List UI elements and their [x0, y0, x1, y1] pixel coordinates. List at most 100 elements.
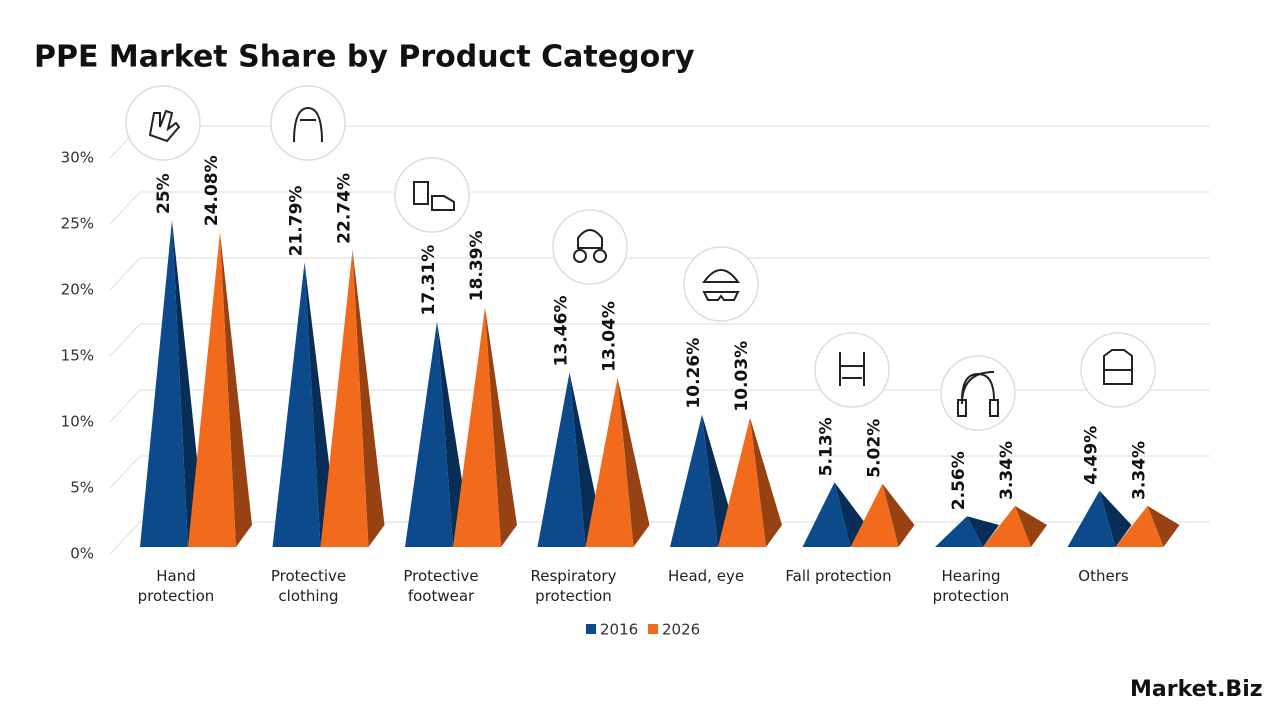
pyramid-bar	[983, 505, 1047, 547]
legend-label: 2026	[662, 621, 700, 639]
bar-side	[220, 232, 252, 548]
bar-front	[188, 232, 236, 548]
grid-line	[109, 455, 1210, 489]
grid-line	[109, 389, 1210, 423]
value-label: 3.34%	[997, 441, 1017, 500]
pyramid-bar	[537, 372, 602, 547]
chart-title: PPE Market Share by Product Category	[34, 40, 695, 75]
bar-side	[1015, 505, 1047, 547]
bar-front	[983, 505, 1031, 547]
value-label: 4.49%	[1082, 426, 1102, 485]
pyramid-bar	[585, 377, 650, 547]
bar-side	[1147, 505, 1180, 547]
bar-front	[670, 414, 718, 547]
pyramid-bar	[188, 232, 252, 548]
bar-side	[172, 220, 204, 547]
y-tick-label: 25%	[61, 215, 94, 233]
value-label: 18.39%	[467, 230, 487, 301]
icon-circle	[683, 246, 759, 322]
pyramid-bar	[1067, 490, 1132, 547]
value-label: 5.13%	[817, 417, 837, 476]
value-label: 5.02%	[865, 419, 885, 478]
x-tick-label: Protective clothing	[270, 567, 347, 605]
grid-line	[109, 191, 1210, 225]
bar-front	[272, 262, 321, 547]
value-label: 24.08%	[202, 155, 222, 226]
bar-side	[834, 482, 867, 547]
y-tick-label: 10%	[61, 413, 94, 431]
pyramid-bar	[140, 220, 204, 547]
bar-side	[702, 414, 734, 547]
x-tick-label: Protective footwear	[403, 567, 479, 605]
grid-line	[109, 323, 1210, 357]
value-label: 21.79%	[287, 186, 307, 257]
bar-front	[1067, 490, 1116, 547]
bar-front	[585, 377, 634, 547]
value-label: 17.31%	[419, 245, 439, 316]
x-tick-label: Others	[1078, 567, 1129, 585]
value-label: 13.46%	[552, 296, 572, 367]
bar-front	[405, 321, 453, 547]
earmuff-icon	[957, 371, 999, 417]
pyramid-bar	[850, 483, 915, 547]
glove-icon	[148, 109, 181, 143]
pyramid-bar	[320, 249, 385, 547]
y-tick-label: 30%	[61, 149, 94, 167]
icon-circle	[125, 85, 201, 161]
bar-side	[352, 249, 385, 547]
bar-front	[453, 307, 501, 547]
x-tick-label: Fall protection	[785, 567, 892, 585]
bar-side	[882, 483, 915, 547]
bar-side	[617, 377, 650, 547]
legend-label: 2016	[600, 621, 638, 639]
y-tick-label: 20%	[61, 281, 94, 299]
bar-front	[935, 516, 983, 547]
x-tick-label: Hand protection	[137, 567, 215, 605]
pyramid-bar	[718, 417, 782, 547]
pyramid-bar	[670, 414, 734, 547]
bar-front	[850, 483, 899, 547]
pyramid-bar	[453, 307, 517, 547]
respirator-icon	[573, 229, 608, 263]
bar-side	[750, 417, 782, 547]
legend-swatch	[648, 624, 658, 634]
value-label: 22.74%	[335, 173, 355, 244]
legend: 2016 2026	[586, 621, 700, 639]
x-tick-label: Respiratory protection	[530, 567, 617, 605]
icon-circle	[270, 85, 346, 161]
bar-front	[537, 372, 586, 547]
bar-side	[1099, 490, 1132, 547]
y-tick-label: 0%	[70, 545, 94, 563]
y-tick-label: 15%	[61, 347, 94, 365]
bar-front	[1115, 505, 1164, 547]
harness-icon	[839, 352, 865, 386]
grid	[109, 125, 1210, 555]
bar-front	[140, 220, 188, 547]
icon-circle	[814, 332, 890, 408]
bar-side	[569, 372, 602, 547]
bar-front	[718, 417, 766, 547]
vest-icon	[1103, 349, 1133, 385]
value-label: 13.04%	[600, 301, 620, 372]
suit-icon	[293, 106, 323, 143]
brand: Market.Biz	[1130, 677, 1263, 702]
bar-front	[802, 482, 851, 547]
pyramid-bar	[1115, 505, 1180, 547]
value-label: 2.56%	[949, 451, 969, 510]
bar-side	[485, 307, 517, 547]
value-label: 3.34%	[1130, 441, 1150, 500]
icon-glyphs	[148, 106, 1133, 417]
icon-circle	[940, 355, 1016, 431]
bar-side	[967, 516, 999, 547]
x-tick-label: Hearing protection	[932, 567, 1010, 605]
boot-icon	[413, 181, 455, 211]
pyramid-bar	[802, 482, 867, 547]
value-label: 10.26%	[684, 338, 704, 409]
legend-swatch	[586, 624, 596, 634]
grid-line	[109, 257, 1210, 291]
value-label: 25%	[154, 173, 174, 214]
x-tick-label: Head, eye	[667, 567, 745, 585]
value-label: 10.03%	[732, 341, 752, 412]
